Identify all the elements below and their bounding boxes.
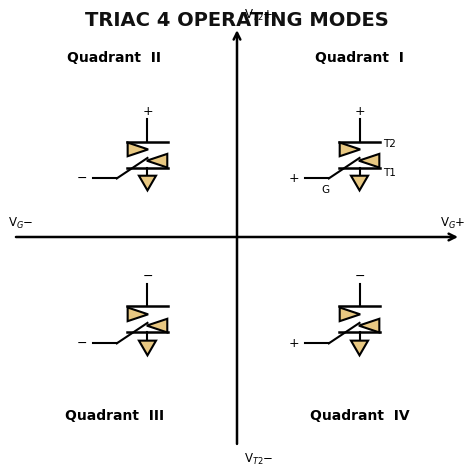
Polygon shape [139, 176, 156, 191]
Text: −: − [354, 270, 365, 283]
Text: +: + [354, 105, 365, 118]
Text: V$_G$−: V$_G$− [9, 216, 34, 231]
Text: V$_G$+: V$_G$+ [440, 216, 465, 231]
Polygon shape [351, 341, 368, 356]
Polygon shape [128, 143, 148, 156]
Text: V$_{T2}$+: V$_{T2}$+ [244, 8, 273, 23]
Text: Quadrant  IV: Quadrant IV [310, 409, 410, 423]
Text: +: + [289, 337, 300, 350]
Text: −: − [142, 270, 153, 283]
Polygon shape [139, 341, 156, 356]
Text: TRIAC 4 OPERATING MODES: TRIAC 4 OPERATING MODES [85, 11, 389, 30]
Text: −: − [77, 337, 88, 350]
Text: T2: T2 [383, 139, 396, 149]
Polygon shape [340, 308, 360, 321]
Text: V$_{T2}$−: V$_{T2}$− [244, 451, 273, 466]
Polygon shape [147, 154, 167, 167]
Text: G: G [321, 185, 329, 195]
Polygon shape [351, 176, 368, 191]
Polygon shape [340, 143, 360, 156]
Text: +: + [289, 172, 300, 185]
Polygon shape [359, 319, 379, 332]
Text: +: + [142, 105, 153, 118]
Polygon shape [359, 154, 379, 167]
Polygon shape [147, 319, 167, 332]
Text: Quadrant  II: Quadrant II [67, 51, 162, 65]
Text: Quadrant  I: Quadrant I [315, 51, 404, 65]
Text: −: − [77, 172, 88, 185]
Text: T1: T1 [383, 168, 396, 178]
Text: Quadrant  III: Quadrant III [65, 409, 164, 423]
Polygon shape [128, 308, 148, 321]
